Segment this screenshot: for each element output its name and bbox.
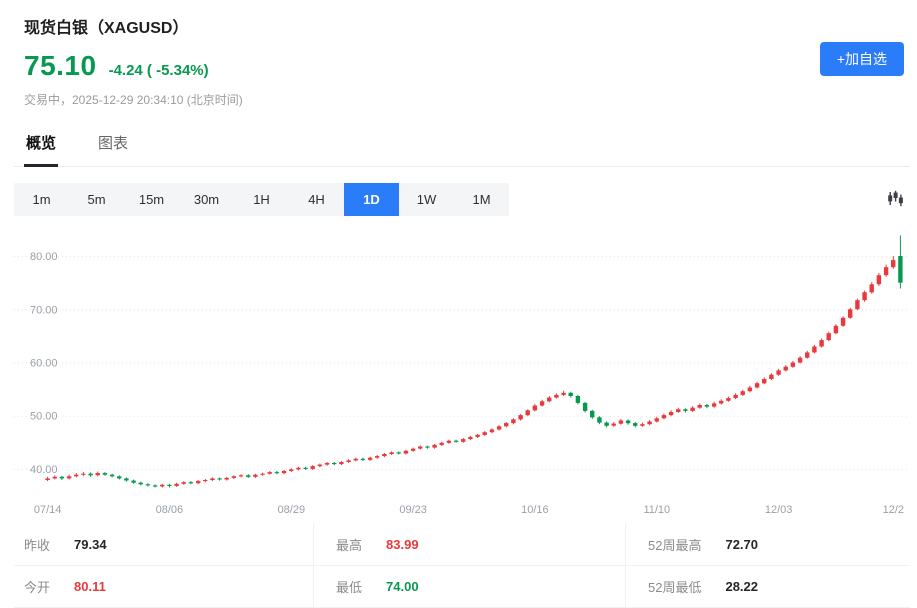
svg-text:07/14: 07/14: [34, 504, 62, 516]
svg-text:11/10: 11/10: [643, 504, 670, 516]
svg-text:40.00: 40.00: [30, 464, 58, 476]
stat-prev-close: 昨收 79.34: [14, 524, 314, 566]
stat-label: 最低: [336, 580, 363, 595]
add-watchlist-button[interactable]: +加自选: [819, 42, 904, 76]
stat-label: 最高: [336, 538, 363, 553]
tab-bar: 概览 图表: [14, 126, 910, 167]
kline-chart-icon-button[interactable]: [885, 186, 906, 214]
interval-5m[interactable]: 5m: [69, 183, 124, 216]
stat-label: 昨收: [24, 538, 51, 553]
svg-text:12/2: 12/2: [883, 504, 904, 516]
kline-chart-icon: [887, 190, 904, 210]
stat-label: 今开: [24, 580, 51, 595]
trading-status: 交易中，2025-12-29 20:34:10 (北京时间): [24, 93, 243, 107]
stat-value: 28.22: [725, 579, 759, 594]
interval-30m[interactable]: 30m: [179, 183, 234, 216]
tab-overview[interactable]: 概览: [24, 126, 59, 167]
stat-week52-high: 52周最高 72.70: [626, 524, 910, 566]
stat-low: 最低 74.00: [314, 566, 626, 608]
price-change: -4.24 ( -5.34%): [108, 62, 209, 79]
stat-value: 74.00: [386, 579, 419, 594]
price-chart-area[interactable]: 80.00 70.00 60.00 50.00 40.00 07/14 08/06 08/29…: [14, 226, 910, 518]
stat-open: 今开 80.11: [14, 566, 314, 608]
tab-chart[interactable]: 图表: [98, 135, 129, 152]
stat-label: 52周最低: [648, 580, 702, 595]
svg-text:70.00: 70.00: [30, 304, 58, 316]
stat-label: 52周最高: [648, 538, 702, 553]
svg-text:09/23: 09/23: [399, 504, 427, 516]
last-price: 75.10: [24, 50, 97, 81]
interval-15m[interactable]: 15m: [124, 183, 179, 216]
stat-high: 最高 83.99: [314, 524, 626, 566]
svg-text:08/29: 08/29: [278, 504, 306, 516]
stat-value: 83.99: [386, 537, 419, 552]
svg-text:60.00: 60.00: [30, 358, 58, 370]
svg-text:50.00: 50.00: [30, 411, 58, 423]
page-title: 现货白银（XAGUSD）: [24, 20, 189, 37]
stat-week52-low: 52周最低 28.22: [626, 566, 910, 608]
interval-4H[interactable]: 4H: [289, 183, 344, 216]
candlestick-chart[interactable]: 80.00 70.00 60.00 50.00 40.00 07/14 08/06 08/29…: [14, 226, 910, 518]
svg-text:80.00: 80.00: [30, 251, 58, 263]
svg-text:12/03: 12/03: [765, 504, 793, 516]
stat-value: 79.34: [74, 537, 107, 552]
interval-1m[interactable]: 1m: [14, 183, 69, 216]
interval-1D[interactable]: 1D: [344, 183, 399, 216]
interval-toolbar: 1m 5m 15m 30m 1H 4H 1D 1W 1M: [14, 183, 910, 216]
svg-text:08/06: 08/06: [156, 504, 184, 516]
interval-1M[interactable]: 1M: [454, 183, 509, 216]
interval-button-group: 1m 5m 15m 30m 1H 4H 1D 1W 1M: [14, 183, 509, 216]
stat-value: 72.70: [725, 537, 759, 552]
quote-header: 现货白银（XAGUSD） 75.10 -4.24 ( -5.34%) 交易中，2…: [14, 0, 910, 108]
price-row: 75.10 -4.24 ( -5.34%): [24, 50, 900, 82]
interval-1H[interactable]: 1H: [234, 183, 289, 216]
stat-value: 80.11: [74, 579, 106, 594]
interval-1W[interactable]: 1W: [399, 183, 454, 216]
svg-text:10/16: 10/16: [521, 504, 549, 516]
quote-stats: 昨收 79.34 最高 83.99 52周最高 72.70 今开 80.11 最低 74.00 52…: [14, 524, 910, 608]
